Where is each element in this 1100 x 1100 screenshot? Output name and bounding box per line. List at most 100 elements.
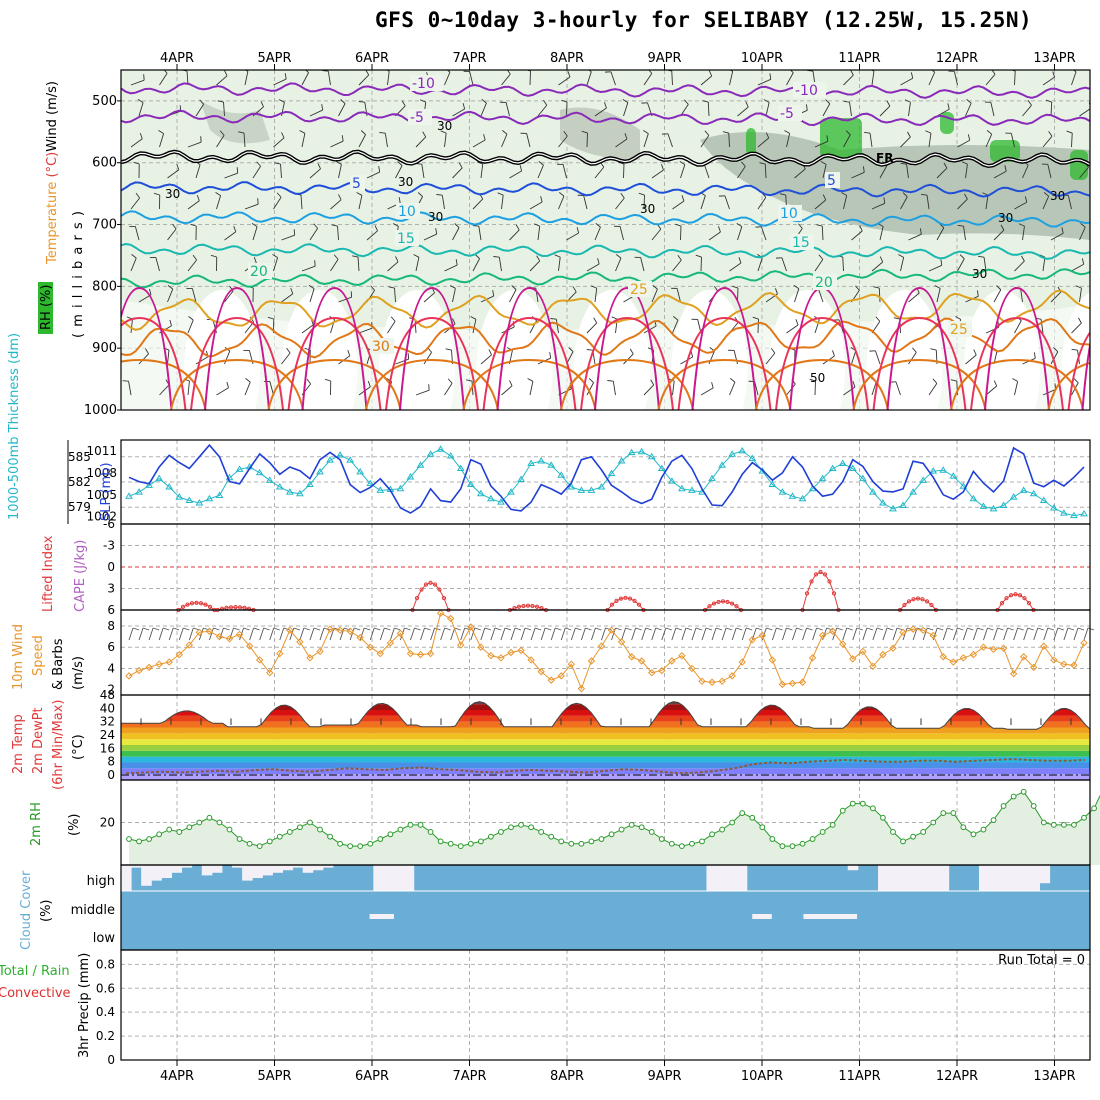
- rh2m-ylabel-1: 2m RH: [29, 802, 44, 846]
- wind-barb-flag: [260, 101, 264, 108]
- wind-barb-flag: [624, 133, 628, 140]
- wind-barb: [337, 226, 339, 241]
- wind-barb: [983, 257, 987, 272]
- wind10m-barb-flag: [886, 627, 894, 631]
- temperature-contour-label: 25: [950, 322, 968, 338]
- wind-barb-flag: [385, 70, 390, 72]
- cloud-high-gap: [292, 865, 304, 868]
- wind-barb-flag: [135, 192, 140, 199]
- temp-tick-label: 40: [100, 701, 115, 715]
- wind-barb: [167, 288, 174, 303]
- hot-contour-loop: [984, 286, 1050, 410]
- rh-point: [920, 829, 927, 835]
- wind-speed-point: [607, 626, 616, 634]
- thickness-point: [527, 459, 535, 467]
- wind-barb: [1042, 76, 1055, 86]
- wind10m-barb: [681, 627, 687, 641]
- wind-barb: [985, 73, 996, 86]
- date-tick-label-bottom: 13APR: [1033, 1069, 1075, 1084]
- wind-barb-flag: [690, 351, 694, 358]
- wind-barb-flag: [511, 285, 517, 290]
- thickness-point: [637, 447, 646, 455]
- thickness-tick-label: 582: [68, 475, 91, 489]
- wind-barb: [985, 134, 993, 148]
- cloud-high-gap: [272, 865, 283, 873]
- lifted-point: [804, 591, 810, 596]
- thickness-point: [285, 488, 294, 495]
- wind-barb-flag: [708, 70, 713, 77]
- wind-barb-flag: [973, 349, 977, 356]
- rh-contour-label: 30: [428, 210, 443, 224]
- wind-barb-flag: [417, 192, 423, 197]
- wind-barb: [395, 165, 403, 179]
- wind-barb: [729, 381, 736, 396]
- thickness-point: [1019, 486, 1028, 493]
- wind-speed-point: [487, 651, 495, 660]
- cloud-high-gap: [211, 865, 223, 873]
- wind-barb: [586, 263, 600, 272]
- rh-point: [709, 831, 715, 838]
- wind-barb-flag: [452, 318, 456, 325]
- cloud-high-gap: [131, 865, 142, 868]
- wind-speed-point: [436, 609, 445, 617]
- thickness-point: [466, 480, 475, 488]
- rh-point: [950, 810, 957, 816]
- lifted-point: [632, 598, 637, 603]
- rh-point: [1040, 819, 1047, 826]
- wind-barb: [444, 264, 458, 272]
- wind-barb: [1022, 226, 1025, 241]
- wind-barb-flag: [784, 130, 790, 134]
- wind-barb-flag: [672, 316, 679, 321]
- thickness-point: [748, 454, 757, 461]
- rh-point: [970, 831, 977, 838]
- wind-barb-flag: [907, 131, 911, 138]
- wind-barb-flag: [886, 100, 891, 107]
- thickness-point: [999, 501, 1008, 509]
- wind-barb: [849, 102, 852, 117]
- wind-barb: [1014, 260, 1025, 272]
- wind-barb-flag: [818, 254, 824, 260]
- wind-barb: [301, 324, 314, 334]
- wind10m-barb: [661, 627, 667, 641]
- cloud-middle-gap: [803, 914, 858, 919]
- rh-point: [226, 826, 233, 833]
- temperature-contour-label: -10: [412, 76, 435, 92]
- wind-barb: [301, 133, 306, 148]
- wind-ylabel-3: & Barbs: [51, 638, 66, 690]
- wind-barb: [814, 259, 824, 272]
- wind-barb: [1079, 108, 1090, 117]
- wind-barb: [472, 258, 480, 272]
- wind-barb: [900, 196, 908, 210]
- wind10m-barb-flag: [303, 627, 311, 631]
- date-tick-label-top: 9APR: [647, 51, 681, 66]
- wind10m-barb: [691, 627, 697, 641]
- wind10m-barb: [1053, 627, 1059, 641]
- wind-barb-flag: [925, 130, 932, 134]
- wind10m-barb: [500, 627, 506, 641]
- wind10m-barb-flag: [927, 627, 934, 631]
- wind-speed-point: [718, 677, 726, 685]
- thickness-point: [487, 494, 495, 502]
- wind-barb: [651, 169, 664, 179]
- rh-point: [156, 831, 163, 838]
- rh-point: [166, 826, 173, 833]
- wind-barb: [415, 136, 427, 148]
- lifted-point: [237, 605, 243, 610]
- wind-barb: [558, 76, 571, 86]
- wind-barb: [704, 164, 710, 179]
- wind-barb-flag: [893, 317, 900, 320]
- rh-point: [578, 840, 585, 847]
- wind-barb: [498, 257, 502, 272]
- wind10m-barb: [299, 627, 305, 641]
- rh-point: [900, 838, 906, 845]
- wind-speed-point: [276, 649, 284, 658]
- wind-barb-flag: [978, 255, 985, 258]
- thickness-point: [1029, 489, 1038, 497]
- wind-barb: [737, 226, 743, 241]
- thickness-point: [336, 451, 344, 458]
- wind-barb: [879, 165, 888, 179]
- wind-speed-point: [1030, 663, 1038, 672]
- wind-barb-flag: [219, 130, 225, 136]
- wind-barb-flag: [1081, 258, 1085, 265]
- wind10m-barb-flag: [283, 627, 290, 631]
